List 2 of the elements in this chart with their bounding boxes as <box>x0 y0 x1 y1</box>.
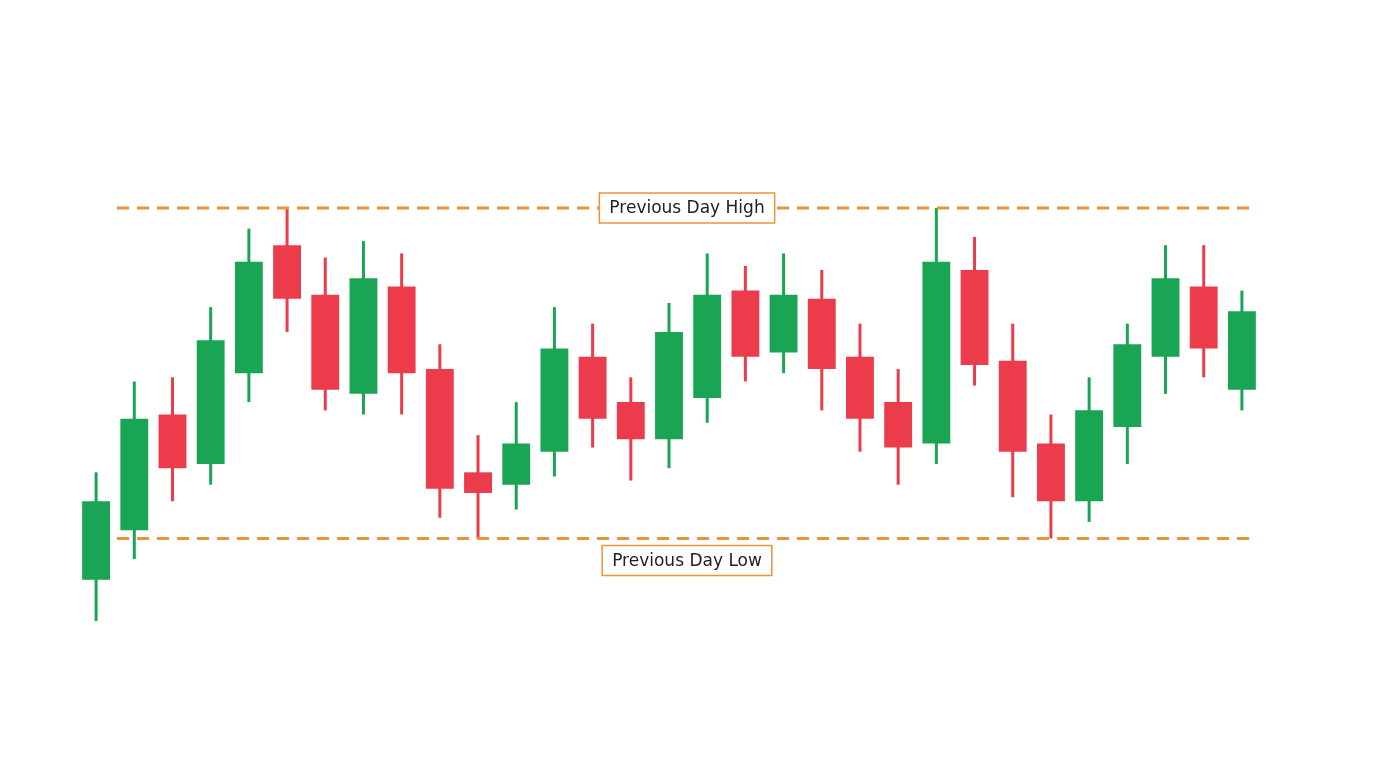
ref-line-label: Previous Day High <box>609 197 765 218</box>
ref-line-label: Previous Day Low <box>612 549 762 570</box>
